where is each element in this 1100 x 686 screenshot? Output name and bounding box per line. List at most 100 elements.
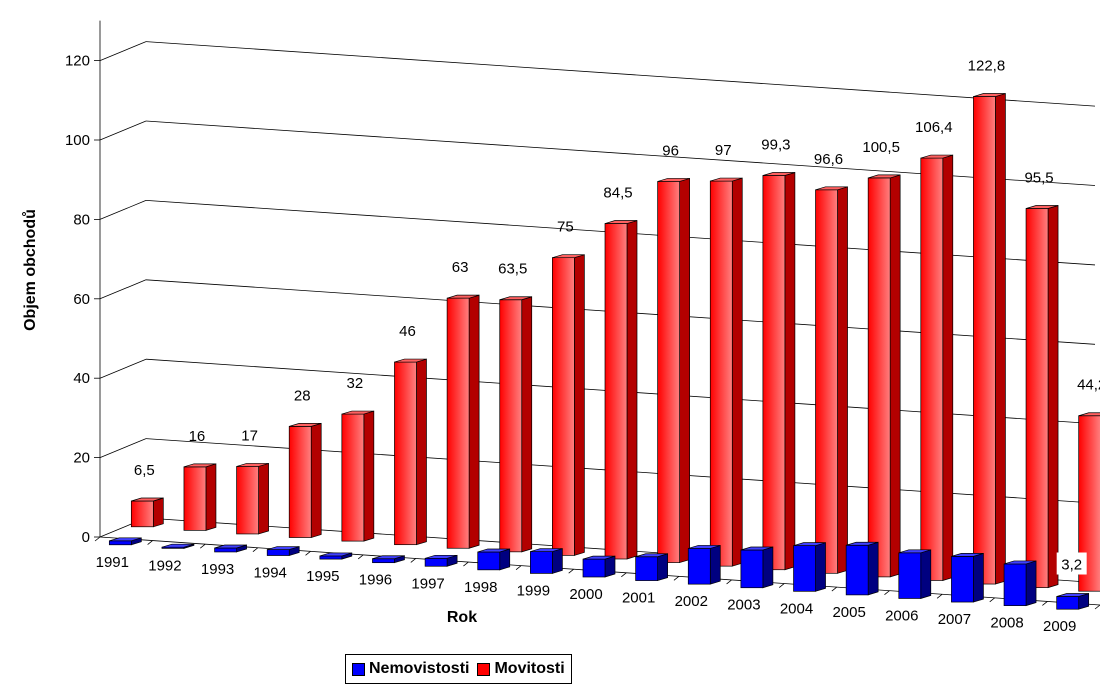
data-label-movitosti: 96,6: [814, 151, 843, 168]
gridline-side: [99, 120, 147, 141]
bar-movitosti-top: [341, 410, 374, 415]
bar-movitosti-top: [1025, 205, 1059, 209]
bar-nemovistosti: [372, 558, 395, 564]
data-label-movitosti: 17: [241, 427, 258, 444]
bar-nemovistosti-side: [552, 548, 563, 574]
bar-movitosti-side: [942, 154, 954, 581]
gridline-side: [99, 358, 147, 379]
data-label-movitosti: 46: [399, 323, 416, 340]
bar-movitosti-side: [626, 220, 638, 560]
x-axis-title: Rok: [447, 609, 477, 626]
legend-label-movitosti: Movitosti: [494, 660, 565, 677]
x-tick-mark: [989, 597, 995, 603]
x-tick-mark: [410, 558, 417, 563]
bar-movitosti-side: [574, 254, 585, 556]
data-labels: 6,5 16 17 28 32 46 63 63,5 75 84,5 96 97 99,3 96,6 100…: [134, 58, 1100, 575]
bar-movitosti-top: [447, 294, 480, 299]
x-tick-label: 2009: [1043, 618, 1076, 635]
bar-movitosti-top: [868, 174, 901, 179]
bar-nemovistosti-top: [477, 548, 510, 553]
bar-movitosti-top: [394, 358, 427, 363]
bars: [108, 93, 1100, 610]
bar-movitosti: [709, 180, 733, 567]
bar-movitosti-top: [131, 497, 164, 502]
bar-nemovistosti-top: [1003, 560, 1037, 565]
bar-nemovistosti-top: [846, 541, 879, 546]
bar-movitosti-side: [731, 177, 743, 567]
bar-nemovistosti-side: [973, 552, 984, 603]
bar-nemovistosti-top: [1056, 593, 1089, 597]
data-label-movitosti: 97: [715, 142, 732, 159]
x-tick-mark: [673, 576, 680, 581]
bar-movitosti-top: [289, 423, 322, 427]
x-tick-label: 2005: [832, 604, 865, 621]
data-label-movitosti: 106,4: [915, 119, 953, 136]
bar-nemovistosti-top: [161, 543, 195, 548]
bar-movitosti-side: [889, 174, 901, 578]
bar-nemovistosti-side: [657, 553, 668, 582]
bar-nemovistosti: [477, 551, 501, 571]
data-label-movitosti: 6,5: [134, 462, 155, 479]
bar-movitosti-top: [183, 463, 217, 468]
data-label-nemovistosti: 3,2: [1061, 557, 1082, 574]
bar-nemovistosti: [845, 544, 869, 596]
bar-movitosti: [920, 157, 944, 581]
x-tick-mark: [1094, 604, 1100, 610]
bar-movitosti-top: [1078, 412, 1100, 417]
bar-movitosti-side: [521, 296, 533, 553]
x-tick-label: 2001: [622, 590, 655, 607]
data-label-movitosti: 63: [452, 259, 469, 276]
data-label-movitosti: 32: [346, 375, 363, 392]
x-tick-mark: [147, 540, 153, 545]
x-tick-mark: [94, 536, 101, 542]
x-tick-mark: [568, 568, 574, 574]
bar-nemovistosti-top: [109, 537, 142, 542]
x-tick-label: 1996: [359, 572, 392, 589]
bar-nemovistosti-side: [920, 549, 932, 599]
bar-nemovistosti: [951, 556, 974, 603]
bar-movitosti-top: [920, 154, 953, 159]
x-tick-label: 2006: [885, 607, 918, 624]
bar-nemovistosti: [530, 551, 553, 574]
bar-movitosti-side: [416, 358, 427, 546]
legend-swatch-blue: [352, 662, 365, 676]
y-tick-label: 100: [65, 132, 90, 149]
bar-movitosti: [183, 466, 207, 531]
x-tick-label: 2007: [938, 611, 971, 628]
bar-movitosti: [1025, 208, 1049, 588]
bar-nemovistosti: [1003, 563, 1027, 606]
bar-movitosti-top: [973, 93, 1006, 97]
bar-movitosti-side: [837, 186, 848, 574]
bar-nemovistosti: [793, 545, 816, 592]
bar-movitosti: [394, 361, 417, 546]
bar-movitosti-top: [499, 296, 532, 301]
bar-movitosti: [762, 175, 786, 571]
bar-movitosti: [130, 500, 154, 528]
data-label-movitosti: 99,3: [761, 137, 790, 154]
y-tick-label: 0: [82, 529, 90, 546]
gridline-side: [99, 41, 147, 61]
bar-movitosti: [815, 189, 838, 574]
x-tick-mark: [200, 543, 206, 549]
x-tick-mark: [515, 565, 522, 570]
bar-nemovistosti-top: [635, 553, 668, 558]
x-tick-mark: [463, 561, 469, 567]
x-tick-label: 1994: [254, 565, 287, 582]
bar-movitosti: [288, 426, 312, 538]
bar-nemovistosti-side: [709, 544, 721, 585]
gridline-side: [99, 200, 147, 220]
y-tick-label: 80: [73, 211, 90, 228]
bar-movitosti-side: [995, 93, 1006, 585]
bar-nemovistosti: [319, 555, 343, 560]
bar-movitosti-side: [363, 410, 375, 542]
bar-movitosti: [973, 96, 996, 585]
bar-movitosti-top: [710, 177, 743, 182]
bar-movitosti-side: [468, 294, 480, 549]
x-tick-mark: [1042, 601, 1048, 606]
bar-movitosti: [604, 223, 628, 560]
y-axis: 0 20 40 60 80 100 120: [65, 20, 101, 546]
bar-movitosti: [446, 297, 470, 549]
x-tick-label: 1999: [517, 582, 550, 599]
bar-movitosti: [552, 257, 575, 556]
